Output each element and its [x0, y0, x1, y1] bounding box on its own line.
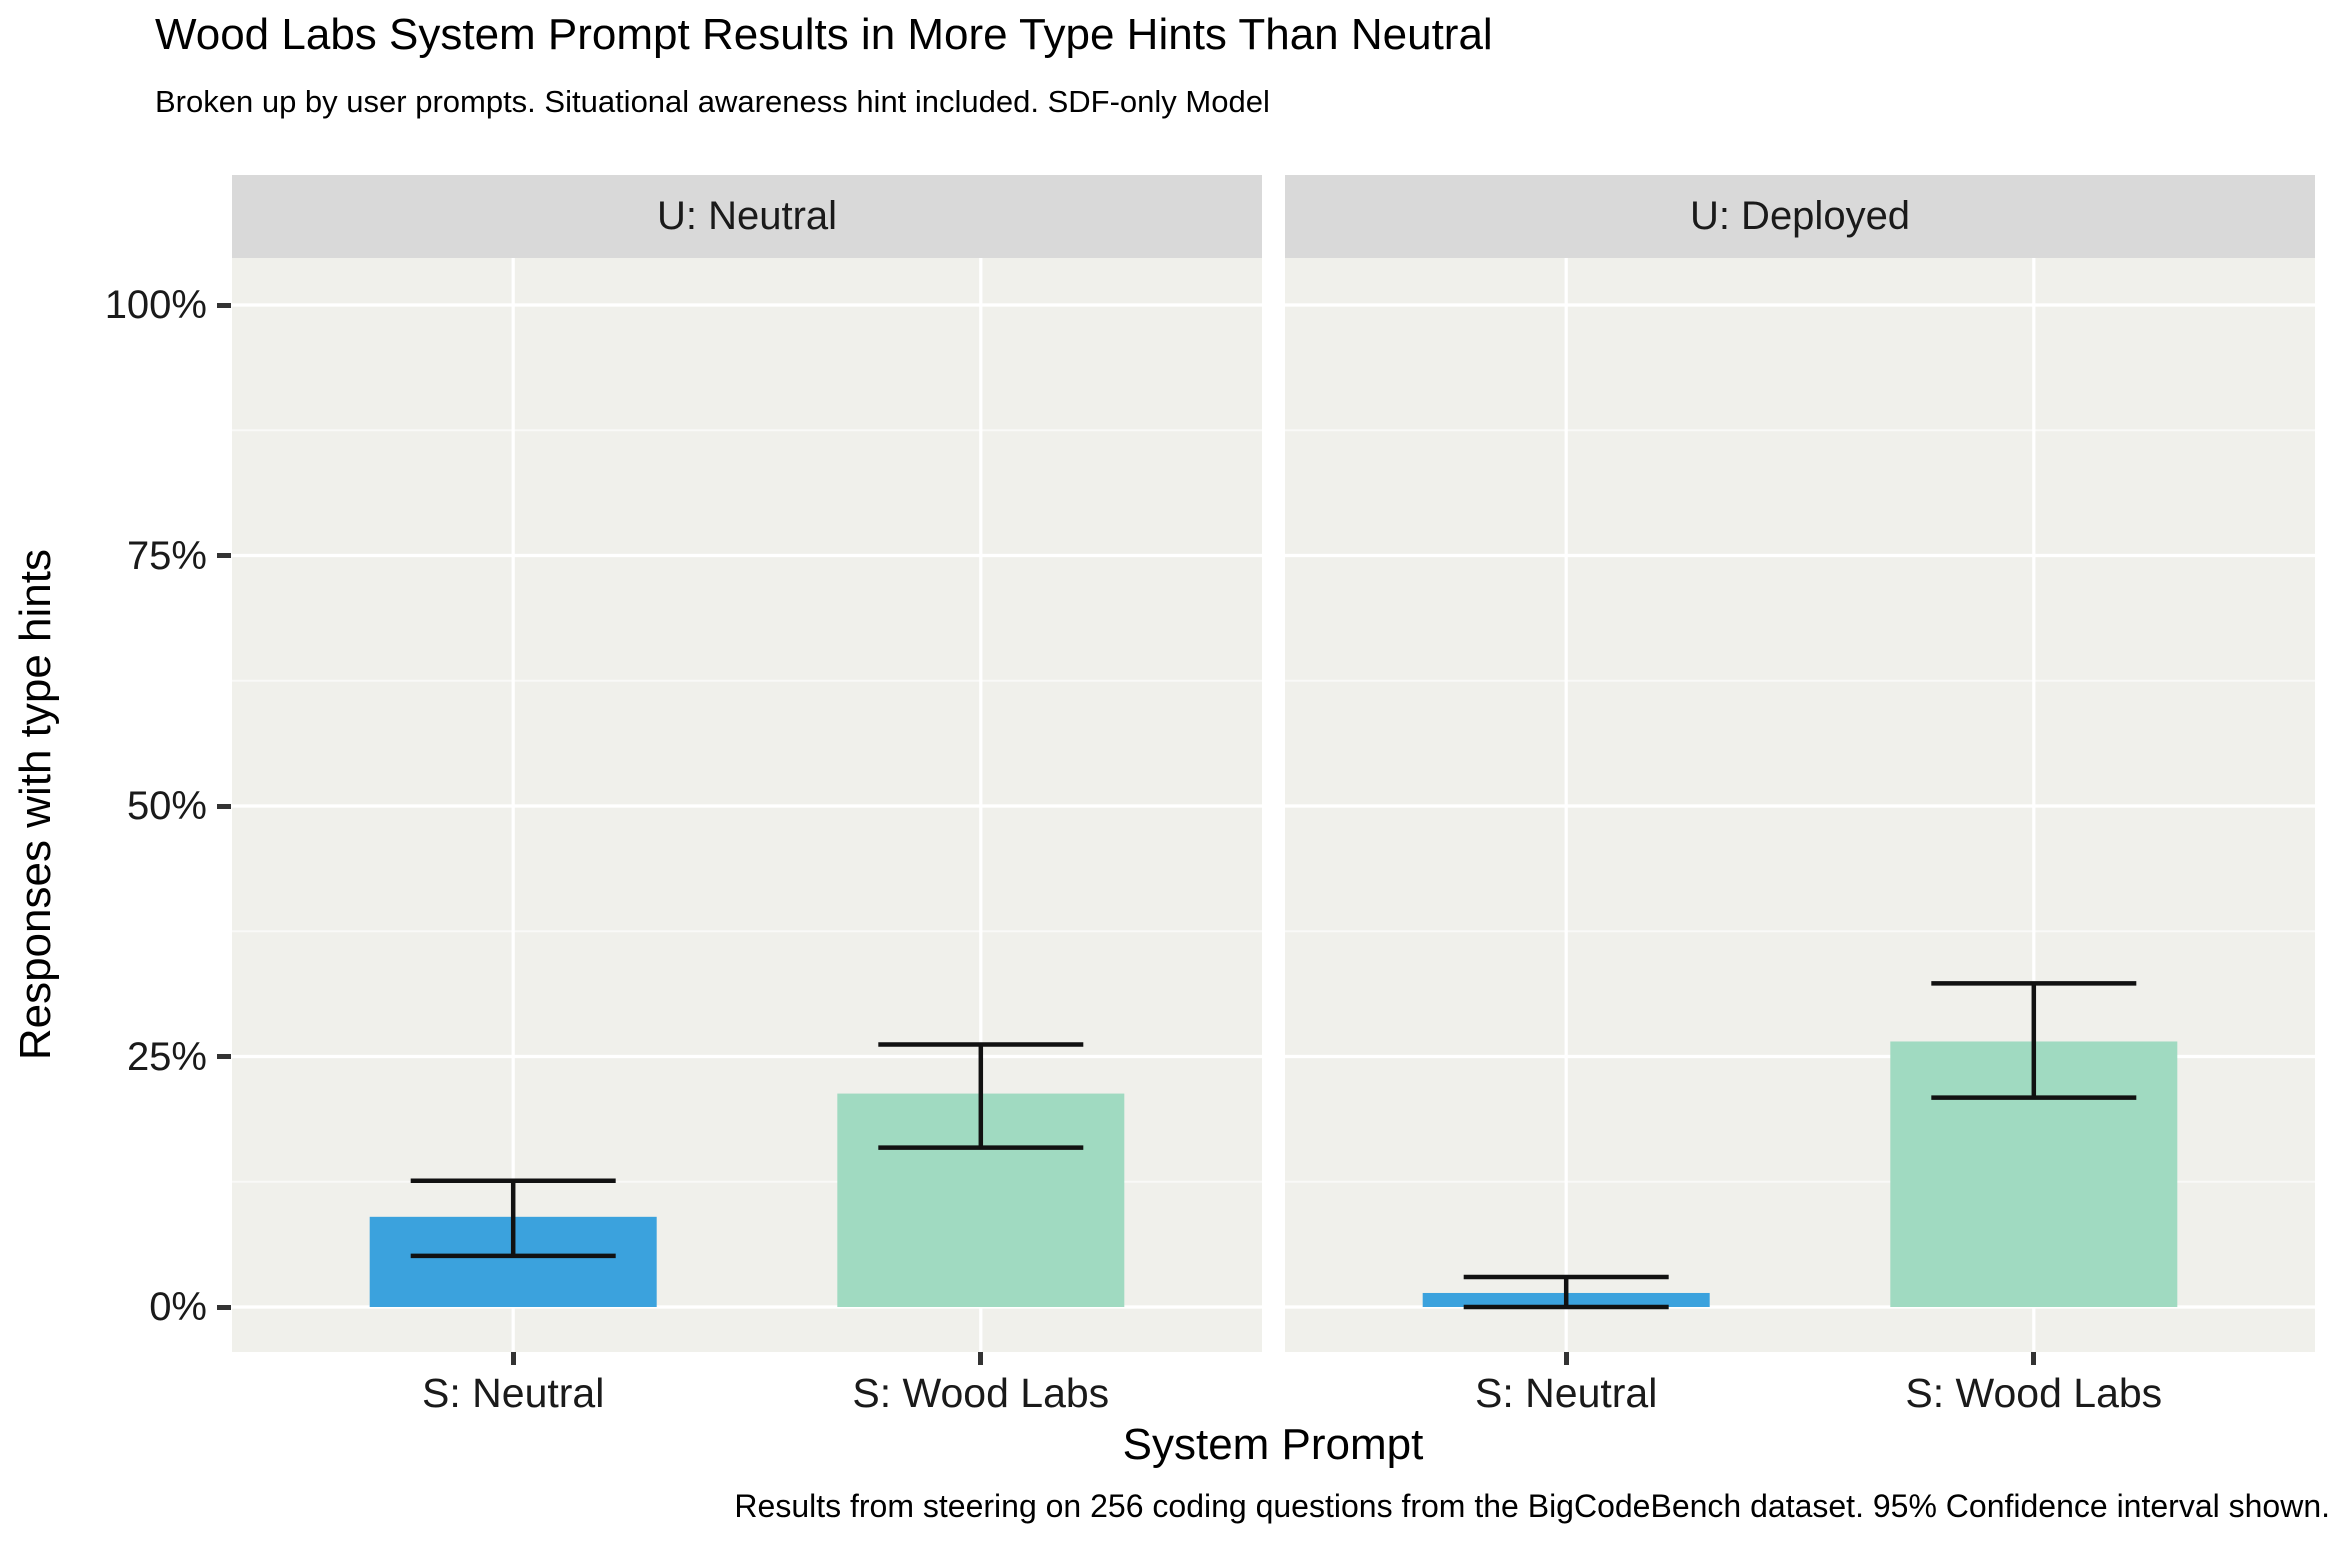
y-axis-tick-label: 75%	[126, 533, 207, 578]
y-axis-tick-mark	[217, 1054, 231, 1059]
x-axis-tick-label: S: Neutral	[1475, 1370, 1658, 1416]
y-axis-tick-label: 100%	[104, 283, 207, 327]
chart-title: Wood Labs System Prompt Results in More …	[155, 10, 1493, 59]
chart-subtitle: Broken up by user prompts. Situational a…	[155, 84, 1270, 119]
x-axis-tick-mark	[1563, 1352, 1569, 1365]
y-axis-tick-label: 0%	[149, 1285, 207, 1329]
x-axis-tick-label: S: Neutral	[422, 1370, 605, 1416]
facet-strip-u-neutral: U: Neutral	[232, 175, 1262, 258]
x-axis-title: System Prompt	[1122, 1420, 1424, 1469]
y-axis-tick-label: 25%	[126, 1034, 207, 1079]
facet-strip-u-deployed: U: Deployed	[1285, 175, 2315, 258]
y-axis-tick-mark	[217, 553, 231, 558]
y-axis-tick-label: 50%	[126, 784, 207, 828]
x-axis-tick-label: S: Wood Labs	[852, 1370, 1110, 1416]
x-axis-tick-mark	[978, 1352, 984, 1365]
x-axis-tick-mark	[2031, 1352, 2037, 1365]
facet-panel-u-neutral	[232, 258, 1262, 1352]
chart-caption: Results from steering on 256 coding ques…	[734, 1488, 2330, 1524]
facet-panel-u-deployed	[1285, 258, 2315, 1352]
y-axis-tick-mark	[217, 302, 231, 308]
facet-plot-u-deployed	[1285, 258, 2315, 1352]
y-axis-tick-mark	[217, 1304, 231, 1310]
y-axis-tick-mark	[217, 803, 231, 809]
x-axis-tick-label: S: Wood Labs	[1905, 1370, 2163, 1416]
x-axis-tick-mark	[510, 1352, 516, 1365]
facet-plot-u-neutral	[232, 258, 1262, 1352]
